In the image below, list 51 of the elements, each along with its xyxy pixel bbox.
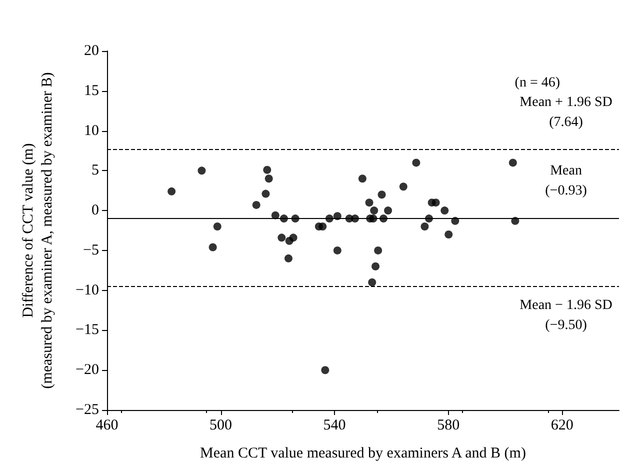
point [378, 190, 386, 199]
y-tick-label: 10 [84, 122, 99, 139]
point [420, 222, 429, 231]
point [168, 187, 176, 196]
point [374, 246, 382, 254]
point [412, 158, 420, 167]
point [318, 222, 327, 231]
y-tick-label: −15 [76, 322, 99, 338]
x-tick-label: 500 [210, 418, 232, 434]
point [508, 158, 517, 167]
y-axis-title: Difference of CCT value (m) (measured by examiner A, measured by examiner B) [20, 72, 56, 389]
y-tick-label: 20 [84, 43, 99, 59]
ref-line-label: Mean (−0.93) [545, 163, 588, 198]
point [333, 246, 342, 254]
point [198, 166, 206, 175]
y-tick-label: 0 [92, 202, 99, 219]
ref-line-label: Mean + 1.96 SD (7.64) [520, 95, 612, 130]
point [264, 174, 273, 183]
point [399, 182, 408, 191]
y-tick-label: −10 [76, 282, 99, 298]
point [365, 198, 374, 207]
point [440, 206, 449, 215]
point [368, 278, 376, 286]
point [444, 230, 453, 238]
annotation: (n = 46) [514, 76, 560, 90]
point [372, 262, 380, 270]
y-tick-label: −5 [83, 242, 99, 258]
point [384, 206, 392, 215]
x-axis-title: Mean CCT value measured by examiners A and B (m) [200, 446, 526, 462]
point [289, 234, 298, 242]
point [278, 234, 286, 242]
y-tick-label: 5 [92, 162, 99, 179]
point [358, 174, 366, 183]
point [252, 200, 260, 209]
point [432, 198, 440, 207]
point [370, 206, 378, 215]
x-tick-label: 540 [323, 418, 346, 434]
y-tick-label: 15 [84, 82, 99, 99]
point [262, 190, 270, 198]
point [284, 254, 292, 262]
point [208, 243, 217, 252]
y-tick-label: −20 [76, 362, 99, 378]
x-tick-label: 460 [96, 418, 118, 434]
x-tick-label: 580 [437, 418, 460, 434]
point [321, 366, 330, 374]
y-tick-label: −25 [76, 402, 99, 418]
point [271, 211, 280, 220]
point [263, 166, 272, 174]
ref-line-label: Mean − 1.96 SD (−9.50) [520, 298, 612, 333]
point [213, 222, 222, 231]
x-tick-label: 620 [550, 418, 574, 434]
